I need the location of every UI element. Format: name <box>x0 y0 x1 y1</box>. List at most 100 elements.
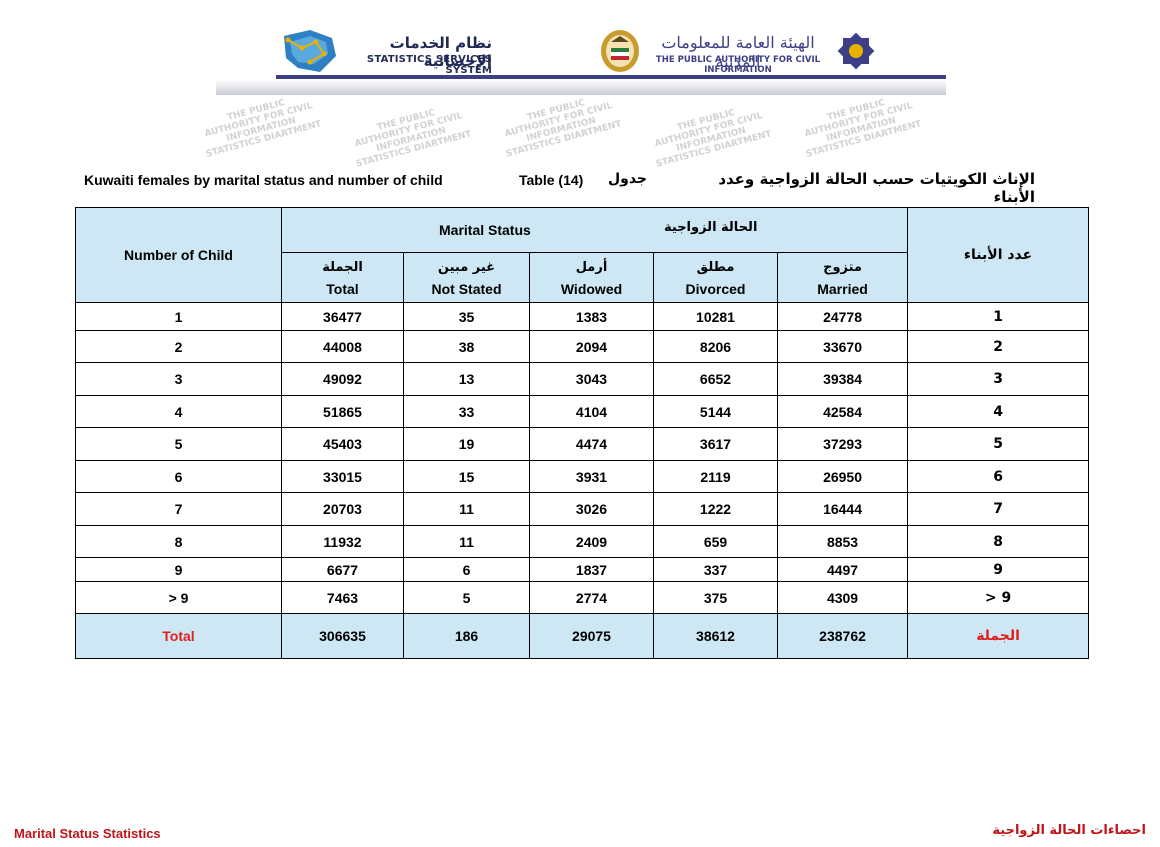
data-cell: 51865 <box>281 395 404 428</box>
row-label-arabic: 9 <box>907 557 1090 582</box>
kuwait-emblem-icon <box>601 30 639 72</box>
data-cell: 2119 <box>653 460 778 493</box>
data-cell: 5144 <box>653 395 778 428</box>
data-cell: 20703 <box>281 492 404 526</box>
column-header-widowed: أرمل Widowed <box>529 252 654 303</box>
table-title-english: Kuwaiti females by marital status and nu… <box>84 172 443 188</box>
data-cell: 38 <box>403 330 530 363</box>
table-row: 3 49092 13 3043 6652 39384 3 <box>75 362 1090 396</box>
watermark-text: THE PUBLIC AUTHORITY FOR CIVIL INFORMATI… <box>353 107 473 170</box>
marital-status-arabic: الحالة الزواجية <box>664 220 758 235</box>
row-label-arabic: 9 < <box>907 581 1090 614</box>
data-cell: 24778 <box>776 302 909 331</box>
watermark-text: THE PUBLIC AUTHORITY FOR CIVIL INFORMATI… <box>653 107 773 170</box>
column-header-arabic: أرمل <box>575 259 608 275</box>
watermark-text: THE PUBLIC AUTHORITY FOR CIVIL INFORMATI… <box>503 97 623 160</box>
row-label-arabic: 5 <box>907 427 1090 461</box>
row-label: 8 <box>75 525 282 558</box>
data-cell: 8853 <box>776 525 909 558</box>
data-cell: 33 <box>403 395 530 428</box>
row-label: 4 <box>75 395 282 428</box>
total-cell: 38612 <box>653 613 778 659</box>
data-cell: 45403 <box>281 427 404 461</box>
total-label-arabic: الجملة <box>907 613 1090 659</box>
data-cell: 15 <box>403 460 530 493</box>
column-header-english: Widowed <box>560 280 623 297</box>
data-cell: 33015 <box>281 460 404 493</box>
row-label: 7 <box>75 492 282 526</box>
data-cell: 5 <box>403 581 530 614</box>
paci-star-logo-icon <box>837 32 875 70</box>
row-label-arabic: 6 <box>907 460 1090 493</box>
total-cell: 186 <box>403 613 530 659</box>
row-label-arabic: 4 <box>907 395 1090 428</box>
data-cell: 6677 <box>281 557 404 582</box>
data-cell: 1383 <box>529 302 654 331</box>
row-label-arabic: 3 <box>907 362 1090 396</box>
data-cell: 44008 <box>281 330 404 363</box>
row-label-arabic: 7 <box>907 492 1090 526</box>
data-cell: 37293 <box>776 427 909 461</box>
data-cell: 16444 <box>776 492 909 526</box>
data-cell: 1837 <box>529 557 654 582</box>
sss-arabic-title: نظام الخدمات الإحصائية <box>389 34 492 70</box>
data-cell: 36477 <box>281 302 404 331</box>
column-header-married: متزوج Married <box>776 252 909 303</box>
table-row: 7 20703 11 3026 1222 16444 7 <box>75 492 1090 526</box>
header-banner: نظام الخدمات الإحصائية STATISTICS SERVIC… <box>216 25 946 95</box>
data-cell: 13 <box>403 362 530 396</box>
data-cell: 8206 <box>653 330 778 363</box>
watermark-text: THE PUBLIC AUTHORITY FOR CIVIL INFORMATI… <box>203 97 323 160</box>
column-header-arabic: مطلق <box>696 259 735 275</box>
row-label: 1 <box>75 302 282 331</box>
data-cell: 375 <box>653 581 778 614</box>
row-label-arabic: 1 <box>907 302 1090 331</box>
footer-english: Marital Status Statistics <box>14 826 161 841</box>
row-label: 5 <box>75 427 282 461</box>
data-cell: 39384 <box>776 362 909 396</box>
data-cell: 4474 <box>529 427 654 461</box>
table-row: 2 44008 38 2094 8206 33670 2 <box>75 330 1090 363</box>
total-cell: 238762 <box>776 613 909 659</box>
row-label: > 9 <box>75 581 282 614</box>
data-cell: 3026 <box>529 492 654 526</box>
data-cell: 49092 <box>281 362 404 396</box>
data-cell: 19 <box>403 427 530 461</box>
column-header-arabic: غير مبين <box>437 259 496 275</box>
total-cell: 306635 <box>281 613 404 659</box>
data-cell: 2409 <box>529 525 654 558</box>
data-cell: 6652 <box>653 362 778 396</box>
row-label: 9 <box>75 557 282 582</box>
data-cell: 4497 <box>776 557 909 582</box>
data-cell: 33670 <box>776 330 909 363</box>
table-title-arabic: الإناث الكويتيات حسب الحالة الزواجية وعد… <box>718 170 1035 206</box>
data-cell: 26950 <box>776 460 909 493</box>
header-row: Number of Child Marital Status الحالة ال… <box>75 207 1090 303</box>
table-row: > 9 7463 5 2774 375 4309 9 < <box>75 581 1090 614</box>
data-cell: 1222 <box>653 492 778 526</box>
column-header-divorced: مطلق Divorced <box>653 252 778 303</box>
table-row: 9 6677 6 1837 337 4497 9 <box>75 557 1090 582</box>
column-header-total: الجملة Total <box>281 252 404 303</box>
data-cell: 337 <box>653 557 778 582</box>
watermark-text: THE PUBLIC AUTHORITY FOR CIVIL INFORMATI… <box>803 97 923 160</box>
data-cell: 4104 <box>529 395 654 428</box>
marital-status-english: Marital Status <box>439 222 531 238</box>
data-cell: 6 <box>403 557 530 582</box>
column-header-arabic: الجملة <box>322 259 363 275</box>
table-number: Table (14) <box>519 172 584 188</box>
column-header-arabic: متزوج <box>823 259 862 275</box>
row-label: 2 <box>75 330 282 363</box>
data-cell: 3043 <box>529 362 654 396</box>
kuwait-map-icon <box>284 30 336 72</box>
number-of-child-header-arabic: عدد الأبناء <box>907 207 1090 303</box>
table-row: 6 33015 15 3931 2119 26950 6 <box>75 460 1090 493</box>
column-header-english: Total <box>326 280 359 297</box>
number-of-child-header: Number of Child <box>75 207 282 303</box>
data-cell: 2094 <box>529 330 654 363</box>
data-cell: 10281 <box>653 302 778 331</box>
paci-english-name: THE PUBLIC AUTHORITY FOR CIVIL INFORMATI… <box>655 55 821 75</box>
data-cell: 659 <box>653 525 778 558</box>
data-cell: 7463 <box>281 581 404 614</box>
data-cell: 11 <box>403 492 530 526</box>
